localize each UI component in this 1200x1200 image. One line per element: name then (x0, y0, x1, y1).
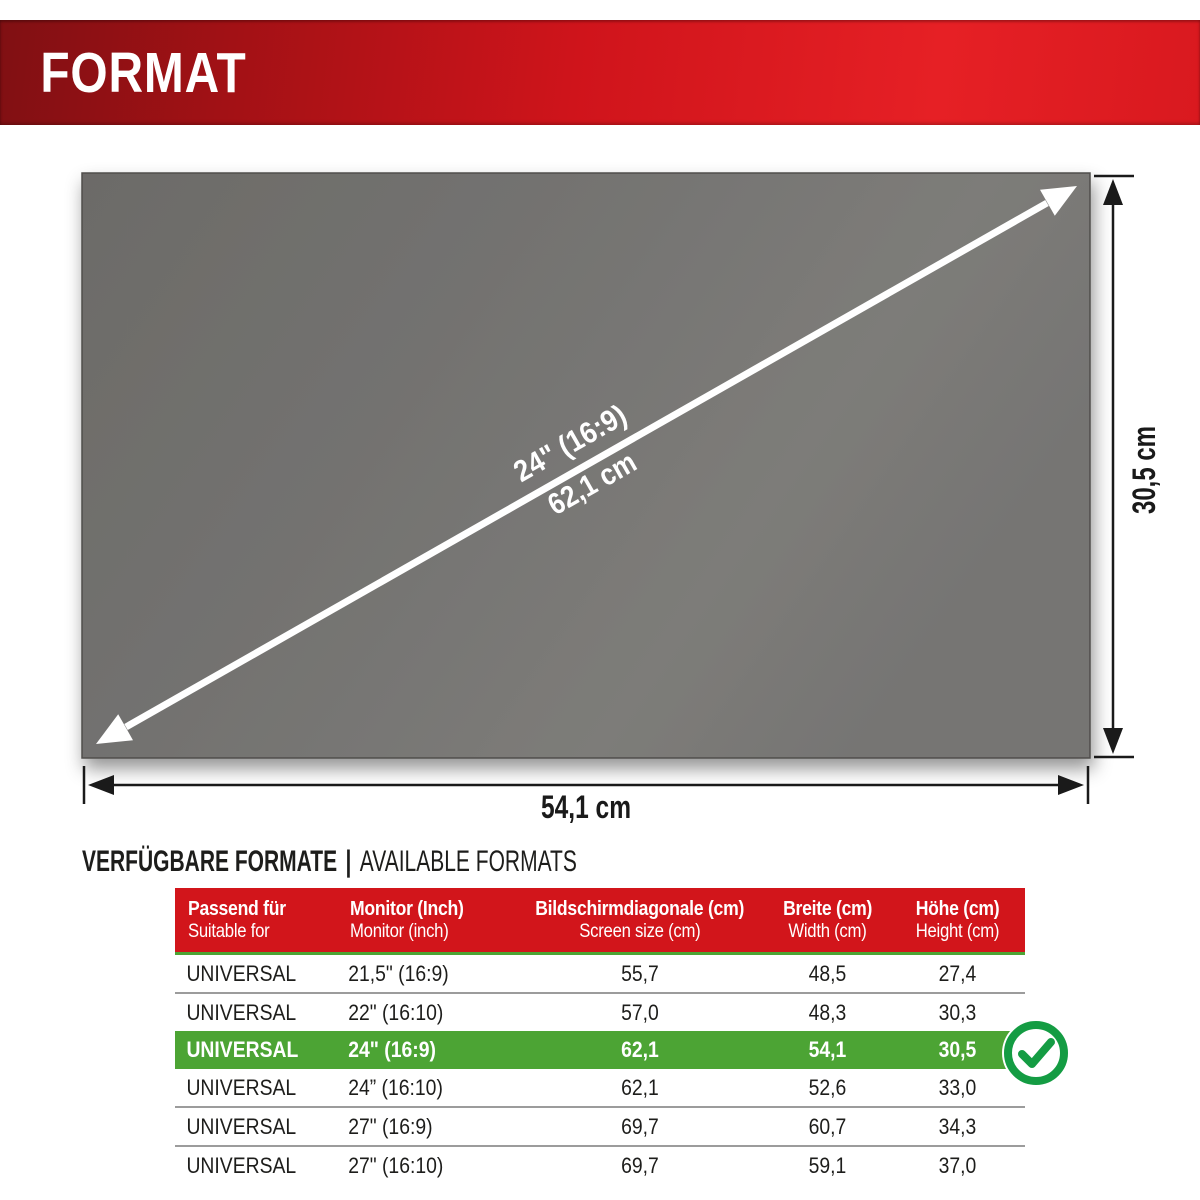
header-diagonal: Bildschirmdiagonale (cm) Screen size (cm… (535, 898, 745, 942)
header-height: Höhe (cm) Height (cm) (915, 898, 1000, 942)
header-monitor: Monitor (Inch) Monitor (inch) (350, 898, 464, 942)
cell-width: 60,7 (808, 1113, 847, 1139)
cell-width: 59,1 (808, 1152, 847, 1178)
cell-suitable: UNIVERSAL (186, 1074, 297, 1100)
cell-diagonal: 69,7 (621, 1152, 659, 1178)
check-icon (1018, 1038, 1055, 1068)
cell-diagonal: 57,0 (621, 999, 659, 1025)
cell-diagonal: 62,1 (621, 1037, 659, 1062)
table-header: Passend für Suitable for Monitor (Inch) … (175, 888, 1025, 955)
cell-suitable: UNIVERSAL (186, 1037, 299, 1062)
formats-table: Passend für Suitable for Monitor (Inch) … (175, 888, 1025, 1184)
format-banner: FORMAT (0, 20, 1200, 125)
table-row: UNIVERSAL 24” (16:10) 62,1 52,6 33,0 (175, 1069, 1025, 1108)
cell-monitor: 22" (16:10) (348, 999, 444, 1025)
cell-suitable: UNIVERSAL (186, 1152, 297, 1178)
height-dimension-arrow (1094, 174, 1134, 759)
cell-monitor: 24" (16:9) (348, 1037, 436, 1062)
cell-width: 52,6 (808, 1074, 847, 1100)
monitor-size-diagram: 24" (16:9) 62,1 cm 30,5 cm 54,1 cm (81, 172, 1162, 825)
table-row: UNIVERSAL 22" (16:10) 57,0 48,3 30,3 (175, 994, 1025, 1031)
cell-monitor: 24” (16:10) (348, 1074, 443, 1100)
height-label: 30,5 cm (1126, 426, 1162, 514)
diagonal-arrow (96, 186, 1077, 744)
available-formats-heading: VERFÜGBARE FORMATE | AVAILABLE FORMATS (82, 845, 577, 879)
cell-monitor: 21,5" (16:9) (348, 960, 449, 986)
width-label: 54,1 cm (541, 789, 631, 825)
cell-height: 30,3 (938, 999, 977, 1025)
cell-width: 48,3 (808, 999, 847, 1025)
cell-height: 37,0 (938, 1152, 977, 1178)
cell-monitor: 27" (16:9) (348, 1113, 433, 1139)
table-row: UNIVERSAL 27" (16:9) 69,7 60,7 34,3 (175, 1108, 1025, 1147)
cell-diagonal: 55,7 (621, 960, 659, 986)
heading-german: VERFÜGBARE FORMATE (82, 845, 338, 878)
cell-height: 30,5 (938, 1037, 977, 1062)
cell-diagonal: 62,1 (621, 1074, 659, 1100)
cell-suitable: UNIVERSAL (186, 1113, 297, 1139)
table-row: UNIVERSAL 21,5" (16:9) 55,7 48,5 27,4 (175, 955, 1025, 994)
table-row: UNIVERSAL 27" (16:10) 69,7 59,1 37,0 (175, 1147, 1025, 1184)
cell-diagonal: 69,7 (621, 1113, 659, 1139)
cell-suitable: UNIVERSAL (186, 960, 297, 986)
width-dimension-arrow (82, 766, 1090, 804)
cell-height: 34,3 (938, 1113, 977, 1139)
cell-width: 54,1 (808, 1037, 847, 1062)
table-row-highlighted: UNIVERSAL 24" (16:9) 62,1 54,1 30,5 (175, 1031, 1025, 1069)
header-width: Breite (cm) Width (cm) (782, 898, 873, 942)
page-title: FORMAT (40, 40, 247, 105)
heading-english: AVAILABLE FORMATS (359, 845, 577, 878)
header-suitable: Passend für Suitable for (188, 898, 286, 942)
cell-height: 27,4 (938, 960, 977, 986)
heading-separator: | (345, 845, 352, 878)
cell-monitor: 27" (16:10) (348, 1152, 444, 1178)
cell-suitable: UNIVERSAL (186, 999, 297, 1025)
check-badge (1002, 1019, 1070, 1087)
cell-height: 33,0 (938, 1074, 977, 1100)
cell-width: 48,5 (808, 960, 847, 986)
